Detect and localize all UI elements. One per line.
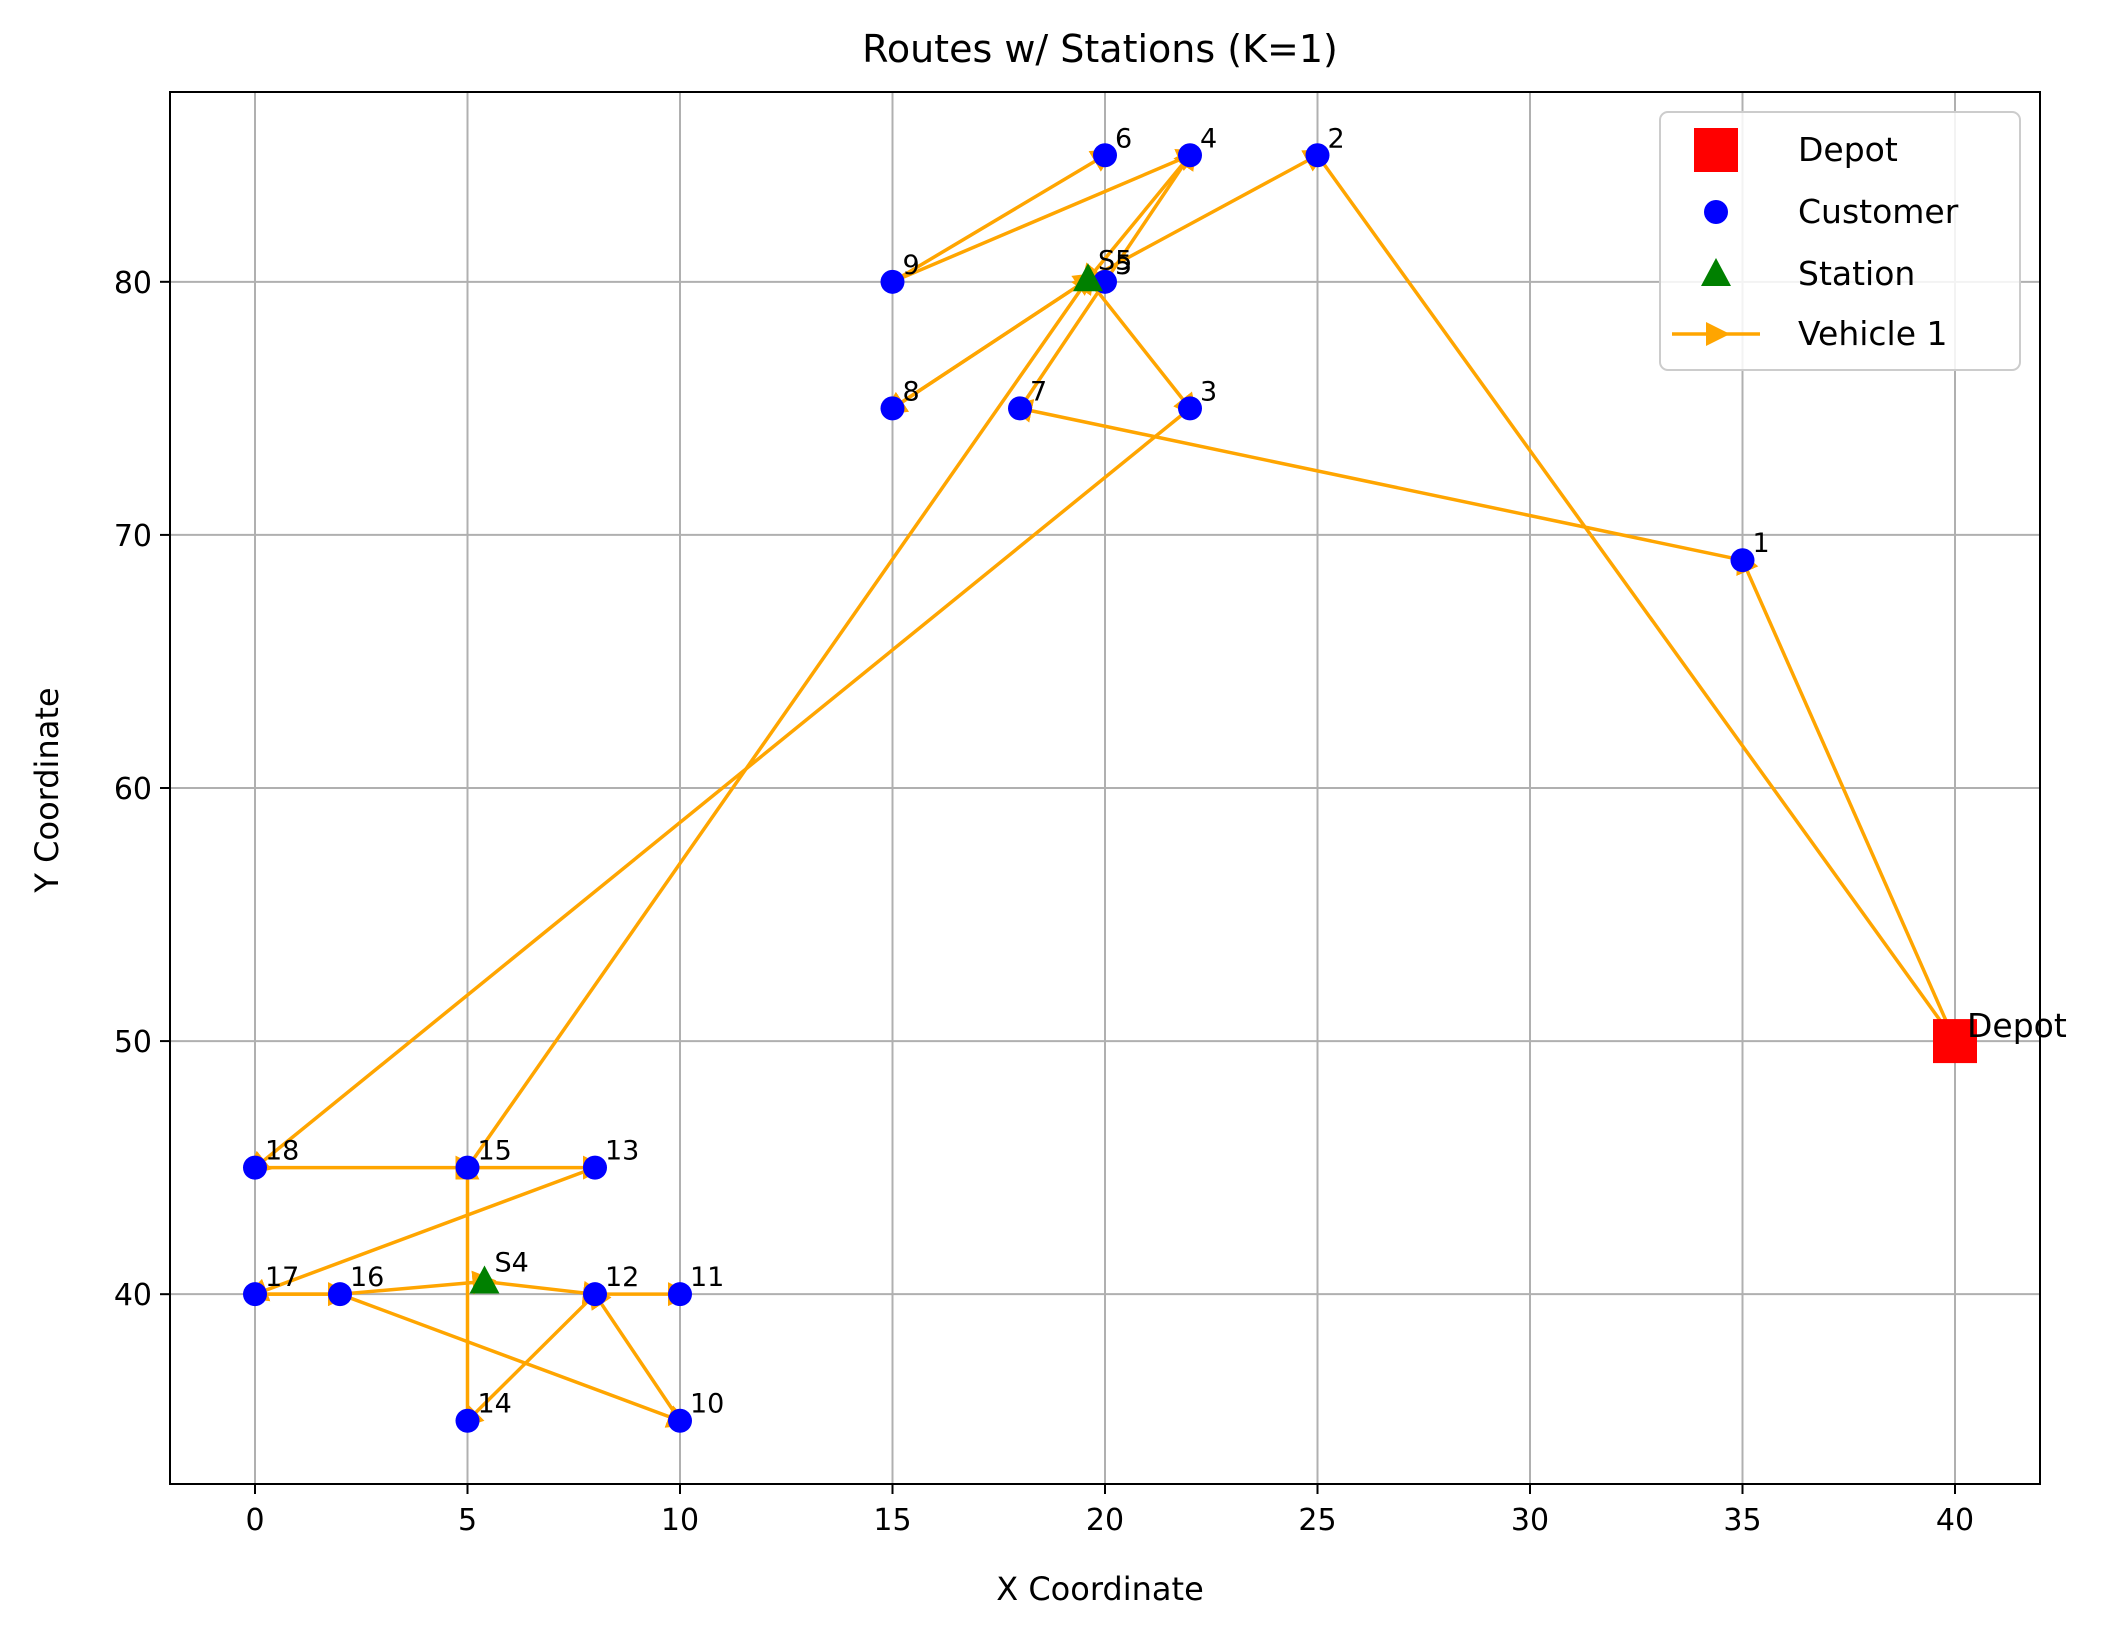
customer-label: 7 (1030, 376, 1047, 407)
customer-label: 1 (1753, 528, 1770, 559)
legend-station-label: Station (1798, 254, 1915, 293)
route-segment (1086, 278, 1198, 418)
customer-label: 17 (265, 1262, 299, 1293)
x-tick-label: 30 (1511, 1503, 1549, 1538)
customer-point (880, 269, 905, 294)
route-segment (466, 269, 1095, 1169)
y-axis-label: Y Coordinate (28, 687, 66, 893)
customer-label: 15 (478, 1136, 512, 1167)
route-segment (484, 1279, 607, 1305)
x-tick-label: 5 (458, 1503, 477, 1538)
customer-label: 2 (1328, 123, 1345, 154)
customer-label: 12 (605, 1262, 639, 1293)
x-tick-label: 0 (245, 1503, 264, 1538)
customer-point (583, 1282, 607, 1307)
customer-point (583, 1155, 607, 1180)
legend: Depot Customer Station Vehicle 1 (1659, 111, 2021, 371)
route-segment (1736, 549, 1957, 1042)
route-segment (1080, 154, 1192, 289)
depot-label: Depot (1967, 1006, 2067, 1045)
route-segment (891, 149, 1116, 284)
customer-point (243, 1155, 267, 1180)
x-tick-label: 10 (661, 1503, 699, 1538)
customer-label: 4 (1200, 123, 1217, 154)
customer-label: 9 (903, 250, 920, 281)
route-segment (1008, 399, 1743, 562)
customer-label: 11 (690, 1262, 724, 1293)
customer-label: 13 (605, 1136, 639, 1167)
customer-point (243, 1282, 267, 1307)
customer-point (455, 1408, 480, 1433)
customer-point (668, 1282, 692, 1307)
legend-depot-label: Depot (1798, 130, 1898, 169)
customer-point (1730, 548, 1755, 573)
x-tick-label: 15 (873, 1503, 911, 1538)
y-tick-label: 70 (114, 519, 152, 554)
customer-label: 5 (1115, 250, 1132, 281)
customer-point (1008, 396, 1032, 421)
route-segment (1316, 154, 1963, 1051)
route-segment (458, 1292, 597, 1430)
x-tick-label: 40 (1936, 1503, 1974, 1538)
y-tick-label: 80 (114, 266, 152, 301)
legend-station-marker (1701, 258, 1731, 286)
customer-label: 8 (903, 376, 920, 407)
route-segment (1087, 149, 1329, 281)
customer-point (1178, 396, 1202, 421)
legend-box (1659, 111, 2021, 371)
legend-depot-marker (1694, 128, 1738, 172)
customer-point (668, 1408, 692, 1433)
point-markers (243, 143, 1977, 1433)
legend-vehicle-label: Vehicle 1 (1798, 314, 1948, 353)
plot-frame (169, 91, 2041, 1485)
customer-label: 18 (265, 1136, 299, 1167)
chart-title: Routes w/ Stations (K=1) (862, 27, 1338, 71)
y-tick-label: 50 (114, 1025, 152, 1060)
legend-customer-label: Customer (1798, 192, 1959, 231)
x-axis-label: X Coordinate (996, 1570, 1204, 1608)
customer-label: 10 (690, 1389, 724, 1420)
route-segment (245, 407, 1192, 1176)
customer-point (1305, 143, 1330, 168)
route-segment (339, 1270, 497, 1296)
customer-label: 6 (1115, 123, 1132, 154)
route-segment (891, 148, 1202, 284)
customer-point (455, 1155, 480, 1180)
route-segment (243, 1165, 596, 1302)
y-tick-label: 40 (114, 1278, 152, 1313)
station-label: S4 (495, 1248, 529, 1279)
customer-point (328, 1282, 352, 1307)
route-segment (588, 1284, 682, 1422)
customer-point (1093, 143, 1117, 168)
route-segment (891, 272, 1099, 410)
legend-customer-marker (1704, 200, 1728, 224)
station-label: S5 (1098, 245, 1132, 276)
x-tick-label: 20 (1086, 1503, 1124, 1538)
station-point (1073, 263, 1103, 292)
route-segment (339, 1292, 692, 1428)
route-lines (243, 145, 1963, 1430)
legend-vehicle-marker (1706, 322, 1730, 346)
customer-label: 16 (350, 1262, 384, 1293)
customer-point (880, 396, 905, 421)
depot-point (1933, 1019, 1977, 1064)
customer-label: 3 (1200, 376, 1217, 407)
x-tick-label: 25 (1298, 1503, 1336, 1538)
customer-point (1178, 143, 1202, 168)
y-tick-label: 60 (114, 772, 152, 807)
customer-label: 14 (478, 1389, 512, 1420)
x-tick-label: 35 (1723, 1503, 1761, 1538)
station-point (469, 1265, 500, 1294)
